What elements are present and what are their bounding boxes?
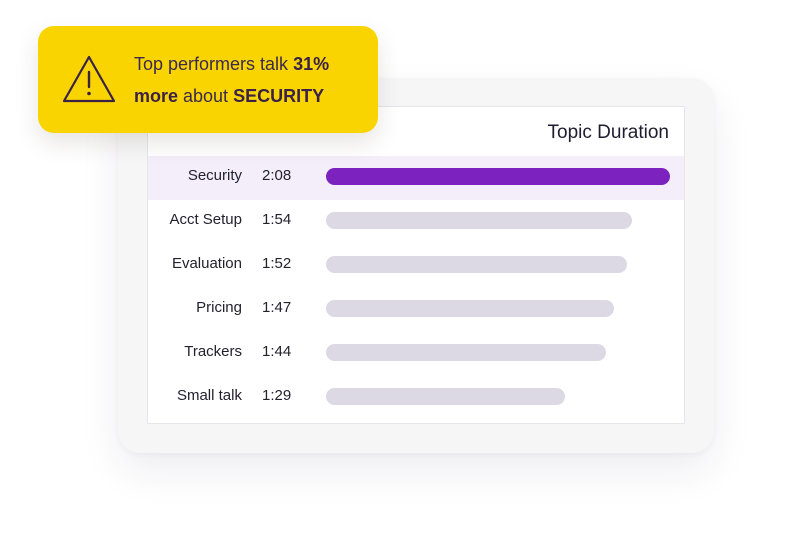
bar-track <box>326 300 670 317</box>
duration-label: 2:08 <box>262 167 292 184</box>
chart-rows: Security 2:08 Acct Setup 1:54 Evaluation 1:52… <box>148 156 684 420</box>
duration-bar <box>326 388 565 405</box>
chart-row: Evaluation 1:52 <box>148 244 684 288</box>
category-label: Acct Setup <box>169 211 242 228</box>
callout-more: more <box>134 86 179 106</box>
chart-row: Acct Setup 1:54 <box>148 200 684 244</box>
duration-bar <box>326 344 606 361</box>
duration-bar <box>326 300 614 317</box>
callout-text: Top performers talk 31% more about SECURI… <box>134 48 370 112</box>
chart-row: Security 2:08 <box>148 156 684 200</box>
chart-row: Pricing 1:47 <box>148 288 684 332</box>
bar-track <box>326 344 670 361</box>
callout-percent: 31% <box>293 54 330 74</box>
duration-label: 1:52 <box>262 255 292 272</box>
duration-bar <box>326 168 670 185</box>
chart-title: Topic Duration <box>547 122 669 143</box>
duration-label: 1:44 <box>262 343 292 360</box>
duration-label: 1:29 <box>262 387 292 404</box>
bar-track <box>326 256 670 273</box>
duration-bar <box>326 256 627 273</box>
bar-track <box>326 212 670 229</box>
callout-topic: SECURITY <box>233 86 325 106</box>
warning-icon <box>62 55 116 103</box>
chart-row: Trackers 1:44 <box>148 332 684 376</box>
bar-track <box>326 388 670 405</box>
category-label: Pricing <box>196 299 242 316</box>
category-label: Evaluation <box>171 255 242 272</box>
category-label: Small talk <box>176 387 242 404</box>
category-label: Security <box>187 167 242 184</box>
insight-callout: Top performers talk 31% more about SECURI… <box>38 26 378 133</box>
duration-label: 1:54 <box>262 211 292 228</box>
category-label: Trackers <box>184 343 242 360</box>
callout-text-part1: Top performers talk <box>134 54 294 74</box>
duration-bar <box>326 212 632 229</box>
duration-label: 1:47 <box>262 299 292 316</box>
bar-track <box>326 168 670 185</box>
chart-card: Topic Duration Security 2:08 Acct Setup 1:5… <box>147 106 685 424</box>
callout-text-part2: about <box>178 86 234 106</box>
chart-row: Small talk 1:29 <box>148 376 684 420</box>
